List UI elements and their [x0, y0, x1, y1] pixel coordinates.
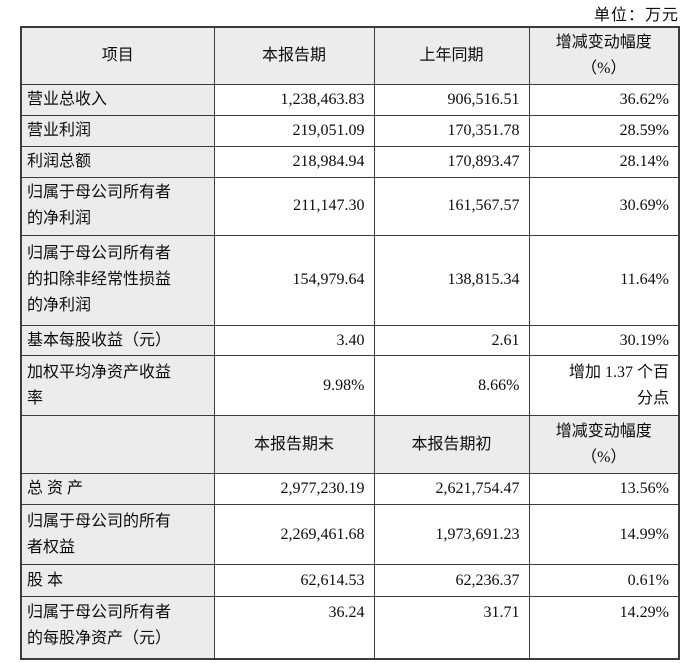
unit-label: 单位：万元 [593, 7, 679, 24]
header-change-percent: 增减变动幅度 （%） [528, 26, 680, 85]
current-period-value: 218,984.94 [213, 145, 375, 178]
change-value: 11.64% [528, 234, 680, 326]
header-empty [20, 415, 215, 475]
change-value: 14.29% [528, 596, 680, 660]
table-row: 基本每股收益（元） 3.40 2.61 30.19% [20, 324, 680, 357]
prior-period-value: 906,516.51 [373, 83, 530, 116]
table-row: 归属于母公司的所有 者权益 2,269,461.68 1,973,691.23 … [20, 504, 680, 566]
change-value: 30.69% [528, 176, 680, 236]
row-label: 利润总额 [20, 145, 215, 178]
period-start-value: 31.71 [373, 596, 530, 660]
header-item: 项目 [20, 26, 215, 85]
header-period-end: 本报告期末 [213, 415, 375, 475]
period-end-value: 36.24 [213, 596, 375, 660]
row-label: 营业利润 [20, 114, 215, 147]
change-value: 28.59% [528, 114, 680, 147]
prior-period-value: 161,567.57 [373, 176, 530, 236]
table-row: 总 资 产 2,977,230.19 2,621,754.47 13.56% [20, 473, 680, 506]
header-period-start: 本报告期初 [373, 415, 530, 475]
row-label: 总 资 产 [20, 473, 215, 506]
change-value: 28.14% [528, 145, 680, 178]
table-row: 营业利润 219,051.09 170,351.78 28.59% [20, 114, 680, 147]
current-period-value: 1,238,463.83 [213, 83, 375, 116]
header-change-percent: 增减变动幅度 （%） [528, 415, 680, 475]
change-value: 13.56% [528, 473, 680, 506]
table-header-row-balance: 本报告期末 本报告期初 增减变动幅度 （%） [20, 415, 680, 475]
change-value: 36.62% [528, 83, 680, 116]
prior-period-value: 138,815.34 [373, 234, 530, 326]
table-row: 利润总额 218,984.94 170,893.47 28.14% [20, 145, 680, 178]
current-period-value: 154,979.64 [213, 234, 375, 326]
period-start-value: 1,973,691.23 [373, 504, 530, 566]
period-end-value: 2,977,230.19 [213, 473, 375, 506]
row-label: 加权平均净资产收益 率 [20, 355, 215, 417]
row-label: 基本每股收益（元） [20, 324, 215, 357]
period-end-value: 2,269,461.68 [213, 504, 375, 566]
prior-period-value: 170,893.47 [373, 145, 530, 178]
table-header-row-period: 项目 本报告期 上年同期 增减变动幅度 （%） [20, 26, 680, 85]
change-value: 14.99% [528, 504, 680, 566]
table-row: 股 本 62,614.53 62,236.37 0.61% [20, 564, 680, 598]
header-prior-period: 上年同期 [373, 26, 530, 85]
period-start-value: 62,236.37 [373, 564, 530, 598]
prior-period-value: 2.61 [373, 324, 530, 357]
change-value: 增加 1.37 个百 分点 [528, 355, 680, 417]
change-value: 30.19% [528, 324, 680, 357]
table-row: 归属于母公司所有者 的扣除非经常性损益 的净利润 154,979.64 138,… [20, 234, 680, 326]
header-current-period: 本报告期 [213, 26, 375, 85]
change-value: 0.61% [528, 564, 680, 598]
table-row: 归属于母公司所有者 的每股净资产（元） 36.24 31.71 14.29% [20, 596, 680, 660]
period-start-value: 2,621,754.47 [373, 473, 530, 506]
financial-summary-table: 项目 本报告期 上年同期 增减变动幅度 （%） 营业总收入 1,238,463.… [20, 26, 680, 660]
table-row: 营业总收入 1,238,463.83 906,516.51 36.62% [20, 83, 680, 116]
row-label: 股 本 [20, 564, 215, 598]
table-row: 归属于母公司所有者 的净利润 211,147.30 161,567.57 30.… [20, 176, 680, 236]
row-label: 归属于母公司所有者 的净利润 [20, 176, 215, 236]
row-label: 归属于母公司所有者 的扣除非经常性损益 的净利润 [20, 234, 215, 326]
row-label: 归属于母公司所有者 的每股净资产（元） [20, 596, 215, 660]
prior-period-value: 8.66% [373, 355, 530, 417]
current-period-value: 211,147.30 [213, 176, 375, 236]
prior-period-value: 170,351.78 [373, 114, 530, 147]
row-label: 归属于母公司的所有 者权益 [20, 504, 215, 566]
table-row: 加权平均净资产收益 率 9.98% 8.66% 增加 1.37 个百 分点 [20, 355, 680, 417]
current-period-value: 9.98% [213, 355, 375, 417]
current-period-value: 219,051.09 [213, 114, 375, 147]
period-end-value: 62,614.53 [213, 564, 375, 598]
current-period-value: 3.40 [213, 324, 375, 357]
row-label: 营业总收入 [20, 83, 215, 116]
